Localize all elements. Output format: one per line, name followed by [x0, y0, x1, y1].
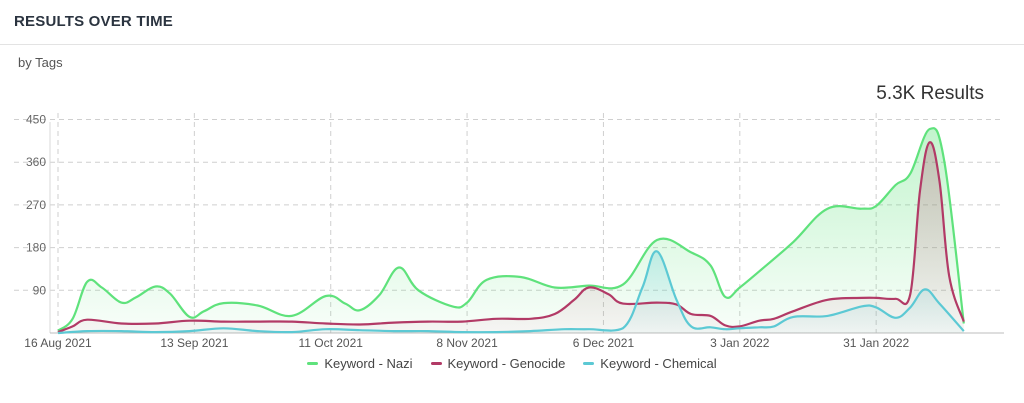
series-area-chemical	[58, 251, 964, 333]
x-tick-label: 16 Aug 2021	[24, 336, 92, 350]
series-line-genocide[interactable]	[57, 141, 965, 334]
chart-legend: Keyword - Nazi Keyword - Genocide Keyword …	[0, 356, 1024, 371]
x-tick-label: 8 Nov 2021	[436, 336, 498, 350]
legend-label-genocide: Keyword - Genocide	[447, 356, 566, 371]
widget-header: RESULTS OVER TIME	[0, 0, 1024, 45]
legend-label-chemical: Keyword - Chemical	[600, 356, 717, 371]
legend-label-nazi: Keyword - Nazi	[324, 356, 413, 371]
x-tick-label: 13 Sep 2021	[160, 336, 228, 350]
legend-item-nazi[interactable]: Keyword - Nazi	[307, 356, 413, 371]
series-areas	[58, 128, 964, 333]
x-tick-label: 6 Dec 2021	[573, 336, 635, 350]
legend-swatch-genocide	[430, 362, 442, 365]
widget-title: RESULTS OVER TIME	[14, 13, 173, 30]
series-line-nazi[interactable]	[57, 127, 965, 332]
legend-swatch-chemical	[583, 362, 595, 365]
series-line-chemical[interactable]	[57, 250, 965, 335]
series-lines	[57, 127, 965, 335]
axis-labels: 90 180 270 360 450 16 Aug 2021 13 Sep 2021 11 O…	[24, 113, 909, 350]
y-tick-label: 90	[33, 283, 47, 297]
x-tick-label: 11 Oct 2021	[298, 336, 363, 350]
widget-subtitle: by Tags	[18, 55, 63, 70]
total-results-count: 5.3K Results	[876, 83, 984, 104]
x-tick-label: 31 Jan 2022	[843, 336, 909, 350]
legend-swatch-nazi	[307, 362, 319, 365]
x-tick-label: 3 Jan 2022	[710, 336, 770, 350]
y-tick-label: 360	[26, 155, 46, 169]
y-tick-label: 450	[26, 113, 46, 127]
legend-item-genocide[interactable]: Keyword - Genocide	[430, 356, 566, 371]
y-tick-label: 180	[26, 241, 46, 255]
legend-item-chemical[interactable]: Keyword - Chemical	[583, 356, 717, 371]
results-area-chart[interactable]: 90 180 270 360 450 16 Aug 2021 13 Sep 2021 11 O…	[0, 0, 1024, 356]
y-tick-label: 270	[26, 198, 46, 212]
